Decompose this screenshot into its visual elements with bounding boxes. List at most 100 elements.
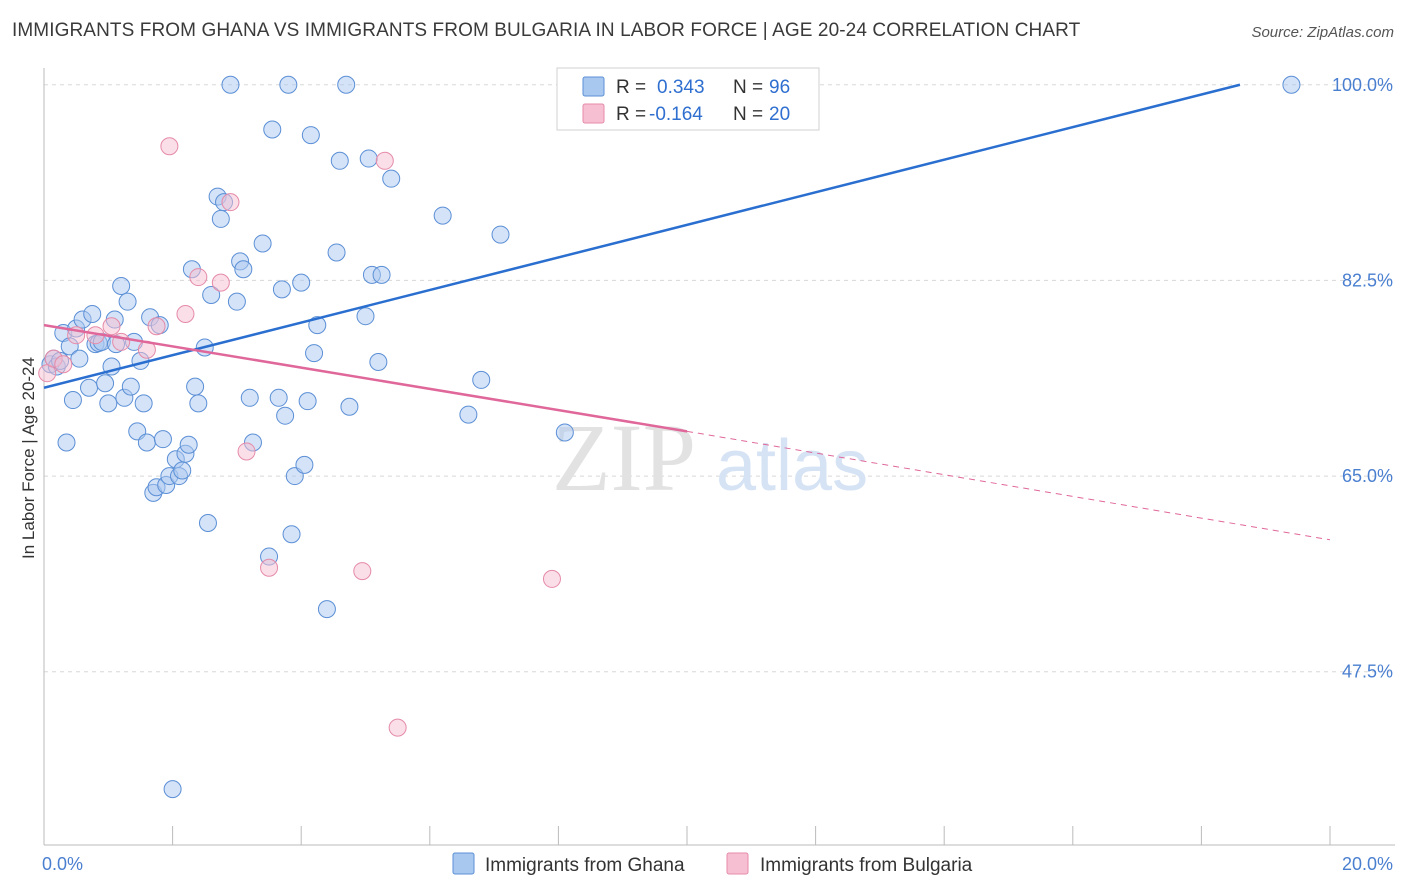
series-legend-label-bulgaria: Immigrants from Bulgaria xyxy=(760,855,973,876)
data-point-ghana xyxy=(308,316,327,335)
data-point-ghana xyxy=(63,391,82,410)
data-point-ghana xyxy=(234,260,253,279)
data-point-ghana xyxy=(317,600,336,619)
data-point-bulgaria xyxy=(147,317,166,336)
watermark: ZIP atlas xyxy=(552,404,868,511)
chart-title: IMMIGRANTS FROM GHANA VS IMMIGRANTS FROM… xyxy=(12,20,1081,41)
data-point-ghana xyxy=(282,525,301,544)
legend-r-label-ghana: R = xyxy=(616,77,646,98)
stats-legend: R = 0.343 N = 96 R = -0.164 N = 20 xyxy=(556,67,820,131)
x-tick-label: 0.0% xyxy=(42,854,83,874)
data-point-ghana xyxy=(305,344,324,363)
trend-line-bulgaria xyxy=(43,323,688,433)
legend-r-label-bulgaria: R = xyxy=(616,104,646,125)
series-bulgaria-points xyxy=(38,137,561,737)
data-point-ghana xyxy=(295,455,314,474)
y-tick-label: 65.0% xyxy=(1342,466,1393,486)
data-point-bulgaria xyxy=(221,193,240,212)
legend-n-value-ghana: 96 xyxy=(769,77,790,98)
y-tick-label: 47.5% xyxy=(1342,662,1393,682)
x-tick-labels: 0.0% 20.0% xyxy=(42,854,1393,874)
data-point-bulgaria xyxy=(160,137,179,156)
y-tick-label: 82.5% xyxy=(1342,270,1393,290)
data-point-ghana xyxy=(179,435,198,454)
data-point-ghana xyxy=(57,433,76,452)
data-point-ghana xyxy=(83,304,102,323)
series-legend: Immigrants from Ghana Immigrants from Bu… xyxy=(452,852,973,876)
axes xyxy=(43,68,1395,846)
data-point-bulgaria xyxy=(211,273,230,292)
data-point-bulgaria xyxy=(260,558,279,577)
data-point-bulgaria xyxy=(542,569,561,588)
data-point-bulgaria xyxy=(176,304,195,323)
legend-r-value-bulgaria: -0.164 xyxy=(649,104,703,125)
legend-swatch-ghana xyxy=(582,76,605,97)
data-point-bulgaria xyxy=(388,718,407,737)
data-point-ghana xyxy=(1282,75,1301,94)
data-point-ghana xyxy=(359,149,378,168)
data-point-ghana xyxy=(269,388,288,407)
source-credit: Source: ZipAtlas.com xyxy=(1251,24,1394,41)
data-point-ghana xyxy=(70,349,89,368)
data-point-ghana xyxy=(96,374,115,393)
x-tick-label: 20.0% xyxy=(1342,854,1393,874)
series-legend-label-ghana: Immigrants from Ghana xyxy=(485,855,685,876)
data-point-bulgaria xyxy=(353,562,372,581)
data-point-ghana xyxy=(279,75,298,94)
data-point-bulgaria xyxy=(54,355,73,374)
legend-n-label-ghana: N = xyxy=(733,77,763,98)
data-point-ghana xyxy=(356,307,375,326)
data-point-bulgaria xyxy=(237,442,256,461)
data-point-ghana xyxy=(173,461,192,480)
series-legend-swatch-ghana xyxy=(452,852,475,875)
data-point-ghana xyxy=(337,75,356,94)
data-point-ghana xyxy=(121,377,140,396)
data-point-bulgaria xyxy=(375,151,394,170)
data-point-bulgaria xyxy=(189,268,208,287)
data-point-ghana xyxy=(340,397,359,416)
data-point-ghana xyxy=(491,225,510,244)
data-point-ghana xyxy=(372,265,391,284)
data-point-ghana xyxy=(382,169,401,188)
data-point-ghana xyxy=(276,406,295,425)
trend-line-ghana xyxy=(43,83,1241,389)
data-point-ghana xyxy=(298,392,317,411)
data-point-ghana xyxy=(80,378,99,397)
data-point-ghana xyxy=(301,126,320,145)
legend-swatch-bulgaria xyxy=(582,103,605,124)
y-tick-labels: 100.0% 82.5% 65.0% 47.5% xyxy=(1332,75,1393,682)
trend-lines xyxy=(43,83,1331,541)
data-point-ghana xyxy=(253,234,272,253)
data-point-ghana xyxy=(118,292,137,311)
data-point-ghana xyxy=(134,394,153,413)
data-point-ghana xyxy=(186,377,205,396)
series-legend-swatch-bulgaria xyxy=(726,852,749,875)
data-point-ghana xyxy=(292,273,311,292)
watermark-atlas: atlas xyxy=(716,426,868,506)
data-point-ghana xyxy=(459,405,478,424)
trend-line-bulgaria-extension xyxy=(686,430,1331,541)
data-point-bulgaria xyxy=(102,317,121,336)
data-point-ghana xyxy=(112,277,131,296)
data-point-ghana xyxy=(330,151,349,170)
data-point-ghana xyxy=(327,243,346,262)
data-point-ghana xyxy=(202,285,221,304)
data-point-ghana xyxy=(433,206,452,225)
y-axis-label: In Labor Force | Age 20-24 xyxy=(19,357,38,559)
data-point-ghana xyxy=(555,423,574,442)
data-point-ghana xyxy=(227,292,246,311)
legend-r-value-ghana: 0.343 xyxy=(657,77,705,98)
data-point-ghana xyxy=(263,120,282,139)
y-tick-label: 100.0% xyxy=(1332,75,1393,95)
data-point-ghana xyxy=(221,75,240,94)
data-point-ghana xyxy=(198,514,217,533)
grid-lines xyxy=(44,84,1395,673)
data-point-ghana xyxy=(163,780,182,799)
data-point-ghana xyxy=(240,388,259,407)
data-point-ghana xyxy=(137,433,156,452)
data-point-ghana xyxy=(211,209,230,228)
legend-n-value-bulgaria: 20 xyxy=(769,104,790,125)
data-point-ghana xyxy=(99,394,118,413)
data-point-ghana xyxy=(472,370,491,389)
